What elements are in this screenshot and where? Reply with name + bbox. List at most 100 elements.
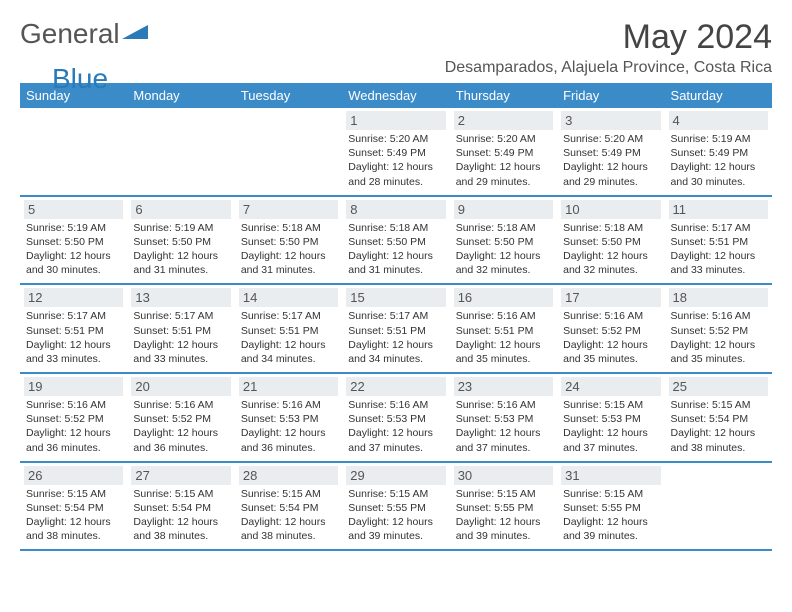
header: General May 2024 Desamparados, Alajuela … bbox=[20, 18, 772, 77]
week-row: 19 Sunrise: 5:16 AMSunset: 5:52 PMDayligh… bbox=[20, 374, 772, 463]
logo-triangle-icon bbox=[122, 21, 148, 48]
week-row: 12 Sunrise: 5:17 AMSunset: 5:51 PMDayligh… bbox=[20, 285, 772, 374]
weekday-header: Saturday bbox=[665, 83, 772, 108]
day-cell: 29Sunrise: 5:15 AMSunset: 5:55 PMDayligh… bbox=[342, 463, 449, 550]
day-cell: 7 Sunrise: 5:18 AMSunset: 5:50 PMDaylight… bbox=[235, 197, 342, 284]
day-details: Sunrise: 5:16 AMSunset: 5:53 PMDaylight:… bbox=[239, 398, 338, 455]
day-details: Sunrise: 5:18 AMSunset: 5:50 PMDaylight:… bbox=[346, 221, 445, 278]
week-row: 26 Sunrise: 5:15 AMSunset: 5:54 PMDayligh… bbox=[20, 463, 772, 552]
logo-text-1: General bbox=[20, 18, 120, 50]
day-cell: 8 Sunrise: 5:18 AMSunset: 5:50 PMDaylight… bbox=[342, 197, 449, 284]
day-number: 24 bbox=[561, 377, 660, 396]
day-cell: 5 Sunrise: 5:19 AMSunset: 5:50 PMDaylight… bbox=[20, 197, 127, 284]
day-number: 10 bbox=[561, 200, 660, 219]
day-cell: 31 Sunrise: 5:15 AMSunset: 5:55 PMDayligh… bbox=[557, 463, 664, 550]
day-details: Sunrise: 5:18 AMSunset: 5:50 PMDaylight:… bbox=[454, 221, 553, 278]
day-number: 13 bbox=[131, 288, 230, 307]
day-details: Sunrise: 5:16 AMSunset: 5:52 PMDaylight:… bbox=[669, 309, 768, 366]
day-cell bbox=[665, 463, 772, 550]
day-number: 14 bbox=[239, 288, 338, 307]
day-number: 20 bbox=[131, 377, 230, 396]
month-title: May 2024 bbox=[445, 18, 772, 57]
day-details: Sunrise: 5:15 AMSunset: 5:54 PMDaylight:… bbox=[239, 487, 338, 544]
day-cell: 12 Sunrise: 5:17 AMSunset: 5:51 PMDayligh… bbox=[20, 285, 127, 372]
day-number: 31 bbox=[561, 466, 660, 485]
day-details: Sunrise: 5:19 AMSunset: 5:49 PMDaylight:… bbox=[669, 132, 768, 189]
day-cell: 2Sunrise: 5:20 AMSunset: 5:49 PMDaylight… bbox=[450, 108, 557, 195]
day-details: Sunrise: 5:15 AMSunset: 5:54 PMDaylight:… bbox=[24, 487, 123, 544]
day-details: Sunrise: 5:19 AMSunset: 5:50 PMDaylight:… bbox=[131, 221, 230, 278]
day-number: 30 bbox=[454, 466, 553, 485]
day-number: 1 bbox=[346, 111, 445, 130]
weekday-header: Tuesday bbox=[235, 83, 342, 108]
day-cell: 19 Sunrise: 5:16 AMSunset: 5:52 PMDayligh… bbox=[20, 374, 127, 461]
day-details: Sunrise: 5:17 AMSunset: 5:51 PMDaylight:… bbox=[346, 309, 445, 366]
day-number: 9 bbox=[454, 200, 553, 219]
day-details: Sunrise: 5:17 AMSunset: 5:51 PMDaylight:… bbox=[669, 221, 768, 278]
day-details: Sunrise: 5:17 AMSunset: 5:51 PMDaylight:… bbox=[239, 309, 338, 366]
day-number: 8 bbox=[346, 200, 445, 219]
day-number: 11 bbox=[669, 200, 768, 219]
day-details: Sunrise: 5:17 AMSunset: 5:51 PMDaylight:… bbox=[24, 309, 123, 366]
day-details: Sunrise: 5:15 AMSunset: 5:55 PMDaylight:… bbox=[454, 487, 553, 544]
location-text: Desamparados, Alajuela Province, Costa R… bbox=[445, 59, 772, 77]
day-number: 15 bbox=[346, 288, 445, 307]
logo-text-2: Blue bbox=[52, 63, 108, 95]
day-number: 6 bbox=[131, 200, 230, 219]
week-row: 5 Sunrise: 5:19 AMSunset: 5:50 PMDaylight… bbox=[20, 197, 772, 286]
day-details: Sunrise: 5:16 AMSunset: 5:52 PMDaylight:… bbox=[24, 398, 123, 455]
day-cell: 25 Sunrise: 5:15 AMSunset: 5:54 PMDayligh… bbox=[665, 374, 772, 461]
day-number: 18 bbox=[669, 288, 768, 307]
day-cell: 10 Sunrise: 5:18 AMSunset: 5:50 PMDayligh… bbox=[557, 197, 664, 284]
logo: General bbox=[20, 18, 150, 50]
day-number: 3 bbox=[561, 111, 660, 130]
day-cell: 17Sunrise: 5:16 AMSunset: 5:52 PMDayligh… bbox=[557, 285, 664, 372]
weekday-header: Friday bbox=[557, 83, 664, 108]
day-number: 22 bbox=[346, 377, 445, 396]
day-details: Sunrise: 5:15 AMSunset: 5:55 PMDaylight:… bbox=[346, 487, 445, 544]
day-cell: 24 Sunrise: 5:15 AMSunset: 5:53 PMDayligh… bbox=[557, 374, 664, 461]
day-number: 4 bbox=[669, 111, 768, 130]
day-cell: 16 Sunrise: 5:16 AMSunset: 5:51 PMDayligh… bbox=[450, 285, 557, 372]
day-details: Sunrise: 5:18 AMSunset: 5:50 PMDaylight:… bbox=[239, 221, 338, 278]
day-cell: 28Sunrise: 5:15 AMSunset: 5:54 PMDayligh… bbox=[235, 463, 342, 550]
day-number: 12 bbox=[24, 288, 123, 307]
day-details: Sunrise: 5:16 AMSunset: 5:51 PMDaylight:… bbox=[454, 309, 553, 366]
day-number: 26 bbox=[24, 466, 123, 485]
weekday-header-row: SundayMondayTuesdayWednesdayThursdayFrid… bbox=[20, 83, 772, 108]
day-cell: 27Sunrise: 5:15 AMSunset: 5:54 PMDayligh… bbox=[127, 463, 234, 550]
day-details: Sunrise: 5:15 AMSunset: 5:54 PMDaylight:… bbox=[131, 487, 230, 544]
day-cell bbox=[127, 108, 234, 195]
day-cell: 9 Sunrise: 5:18 AMSunset: 5:50 PMDaylight… bbox=[450, 197, 557, 284]
day-cell: 1 Sunrise: 5:20 AMSunset: 5:49 PMDaylight… bbox=[342, 108, 449, 195]
day-number: 19 bbox=[24, 377, 123, 396]
day-details: Sunrise: 5:15 AMSunset: 5:55 PMDaylight:… bbox=[561, 487, 660, 544]
day-cell: 11 Sunrise: 5:17 AMSunset: 5:51 PMDayligh… bbox=[665, 197, 772, 284]
day-number: 16 bbox=[454, 288, 553, 307]
day-cell: 6 Sunrise: 5:19 AMSunset: 5:50 PMDaylight… bbox=[127, 197, 234, 284]
day-cell: 23Sunrise: 5:16 AMSunset: 5:53 PMDayligh… bbox=[450, 374, 557, 461]
title-block: May 2024 Desamparados, Alajuela Province… bbox=[445, 18, 772, 77]
day-cell: 18 Sunrise: 5:16 AMSunset: 5:52 PMDayligh… bbox=[665, 285, 772, 372]
day-number: 25 bbox=[669, 377, 768, 396]
day-cell: 30 Sunrise: 5:15 AMSunset: 5:55 PMDayligh… bbox=[450, 463, 557, 550]
weekday-header: Wednesday bbox=[342, 83, 449, 108]
day-details: Sunrise: 5:18 AMSunset: 5:50 PMDaylight:… bbox=[561, 221, 660, 278]
day-details: Sunrise: 5:19 AMSunset: 5:50 PMDaylight:… bbox=[24, 221, 123, 278]
weekday-header: Thursday bbox=[450, 83, 557, 108]
calendar: SundayMondayTuesdayWednesdayThursdayFrid… bbox=[20, 83, 772, 551]
day-number: 7 bbox=[239, 200, 338, 219]
day-details: Sunrise: 5:20 AMSunset: 5:49 PMDaylight:… bbox=[346, 132, 445, 189]
day-number: 2 bbox=[454, 111, 553, 130]
weeks-container: 1 Sunrise: 5:20 AMSunset: 5:49 PMDaylight… bbox=[20, 108, 772, 551]
day-number: 23 bbox=[454, 377, 553, 396]
day-details: Sunrise: 5:17 AMSunset: 5:51 PMDaylight:… bbox=[131, 309, 230, 366]
day-cell: 13 Sunrise: 5:17 AMSunset: 5:51 PMDayligh… bbox=[127, 285, 234, 372]
day-number: 5 bbox=[24, 200, 123, 219]
day-details: Sunrise: 5:15 AMSunset: 5:53 PMDaylight:… bbox=[561, 398, 660, 455]
day-cell: 4 Sunrise: 5:19 AMSunset: 5:49 PMDaylight… bbox=[665, 108, 772, 195]
day-details: Sunrise: 5:16 AMSunset: 5:52 PMDaylight:… bbox=[131, 398, 230, 455]
day-details: Sunrise: 5:16 AMSunset: 5:53 PMDaylight:… bbox=[346, 398, 445, 455]
day-cell: 15 Sunrise: 5:17 AMSunset: 5:51 PMDayligh… bbox=[342, 285, 449, 372]
day-details: Sunrise: 5:15 AMSunset: 5:54 PMDaylight:… bbox=[669, 398, 768, 455]
